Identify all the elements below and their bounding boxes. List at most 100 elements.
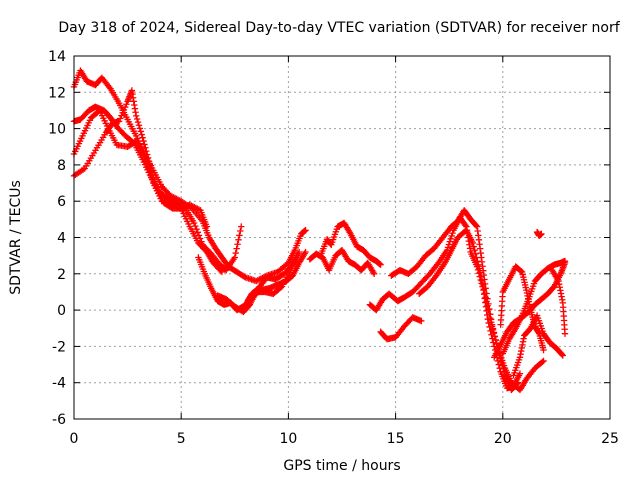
data-point — [477, 273, 485, 280]
data-point — [233, 245, 240, 252]
data-point — [447, 235, 454, 242]
data-point — [192, 222, 199, 230]
data-point — [479, 281, 487, 289]
data-point — [147, 164, 155, 172]
data-point — [469, 239, 476, 247]
data-point — [472, 222, 480, 229]
y-tick-label: 0 — [57, 303, 66, 319]
data-point — [472, 250, 479, 258]
data-point — [146, 161, 154, 168]
series-track-r — [533, 228, 545, 239]
data-point — [217, 267, 224, 274]
data-point — [132, 112, 140, 120]
data-point — [561, 330, 569, 337]
series-track-k — [388, 207, 522, 394]
grid-lines — [74, 56, 610, 419]
data-point — [491, 333, 499, 340]
data-point — [540, 346, 547, 354]
series-track-g — [244, 248, 303, 305]
x-tick-label: 15 — [387, 431, 405, 447]
data-point — [485, 306, 492, 314]
y-tick-label: 8 — [57, 158, 66, 174]
data-point — [488, 323, 496, 330]
data-point — [487, 314, 494, 322]
data-point — [203, 223, 211, 230]
data-point — [487, 319, 495, 326]
data-point — [141, 141, 148, 148]
data-point — [471, 247, 478, 254]
data-point — [539, 358, 546, 366]
data-point — [489, 326, 497, 334]
data-point — [444, 244, 452, 251]
data-point — [139, 134, 146, 141]
series-track-c — [70, 107, 226, 276]
data-point — [149, 171, 156, 178]
x-tick-label: 25 — [601, 431, 619, 447]
y-tick-label: -4 — [52, 376, 66, 392]
data-point — [277, 284, 284, 291]
data-point — [540, 357, 547, 365]
data-point — [232, 249, 239, 257]
data-point — [474, 257, 481, 265]
data-point — [418, 317, 425, 325]
x-tick-label: 0 — [70, 431, 79, 447]
data-point — [190, 219, 198, 227]
data-point — [117, 115, 124, 122]
data-point — [119, 109, 126, 116]
x-tick-label: 20 — [494, 431, 512, 447]
data-point — [193, 226, 200, 233]
y-tick-label: 12 — [48, 85, 66, 101]
data-point — [231, 254, 238, 261]
series-track-a — [70, 67, 309, 285]
data-point — [121, 103, 129, 111]
data-point — [218, 268, 226, 276]
series-track-d — [70, 87, 211, 230]
chart-title: Day 318 of 2024, Sidereal Day-to-day VTE… — [58, 20, 620, 36]
y-tick-label: 14 — [48, 49, 66, 65]
data-point — [144, 151, 151, 158]
data-point — [476, 265, 483, 272]
data-point — [115, 118, 123, 125]
data-point — [490, 329, 498, 337]
data-point — [135, 122, 143, 129]
y-tick-label: -6 — [52, 412, 66, 428]
data-point — [118, 112, 125, 119]
y-tick-label: -2 — [52, 339, 66, 355]
y-tick-label: 4 — [57, 231, 66, 247]
y-tick-label: 6 — [57, 194, 66, 210]
data-point — [120, 106, 128, 114]
data-point — [478, 277, 486, 285]
data-point — [238, 223, 245, 230]
y-tick-label: 10 — [48, 122, 66, 138]
data-point — [236, 232, 243, 239]
data-point — [446, 238, 454, 245]
series-track-m — [377, 314, 425, 343]
data-point — [561, 257, 569, 265]
data-point — [148, 168, 155, 175]
data-point — [517, 268, 525, 275]
data-point — [123, 101, 130, 108]
data-point — [480, 285, 488, 293]
axis-ticks: 0 5 10 15 20 25 -6 -4 -2 0 2 4 6 8 10 12 14 — [48, 49, 619, 447]
data-point — [482, 294, 489, 301]
data-point — [137, 128, 144, 135]
x-tick-label: 5 — [177, 431, 186, 447]
series-track-s — [548, 266, 569, 337]
data-point — [144, 154, 152, 162]
y-axis-label: SDTVAR / TECUs — [8, 180, 24, 295]
series-track-i — [317, 219, 384, 268]
data-point — [235, 236, 242, 244]
data-point — [302, 227, 309, 234]
data-point — [449, 229, 456, 237]
data-point — [538, 230, 545, 238]
data-point — [136, 125, 144, 132]
data-point — [492, 336, 499, 344]
data-point — [237, 227, 244, 235]
data-point — [142, 144, 149, 151]
data-point — [448, 232, 455, 240]
data-point — [470, 243, 477, 250]
data-markers — [70, 67, 569, 394]
data-point — [473, 254, 480, 261]
data-point — [143, 147, 150, 155]
data-point — [516, 370, 524, 377]
